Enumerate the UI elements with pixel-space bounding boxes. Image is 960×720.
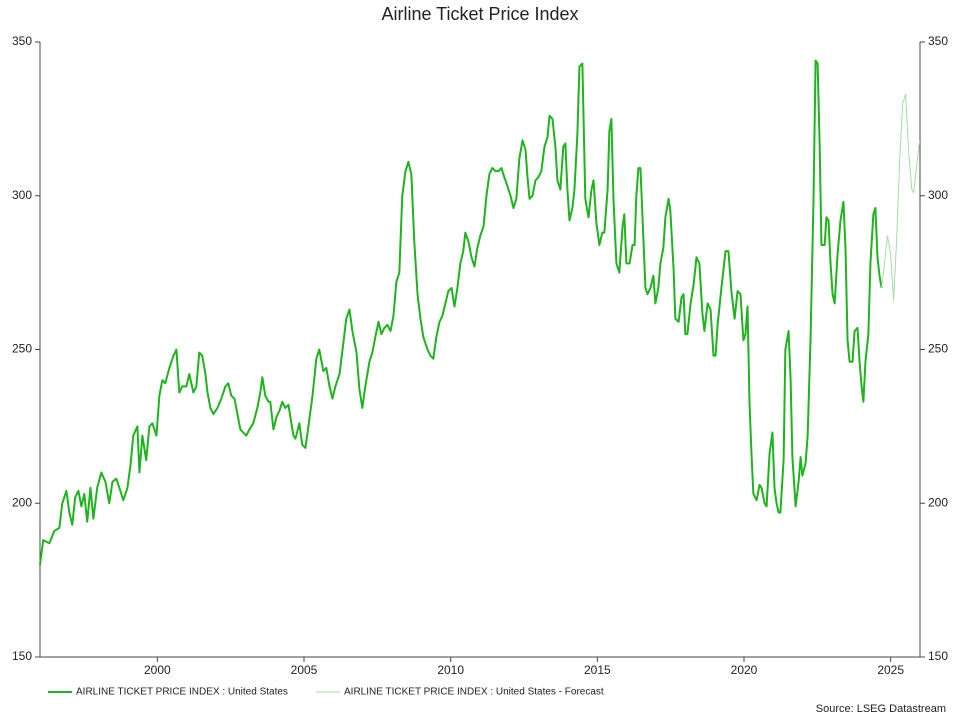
y-tick-label: 250 [12, 342, 32, 356]
y2-tick-label: 200 [928, 495, 948, 509]
y2-tick-label: 300 [928, 188, 948, 202]
y-tick-label: 200 [12, 495, 32, 509]
series-line [881, 93, 921, 301]
source: Source: LSEG Datastream [816, 703, 946, 715]
x-tick-label: 2010 [437, 663, 464, 677]
x-tick-label: 2020 [731, 663, 758, 677]
y2-tick-label: 350 [928, 34, 948, 48]
x-tick-label: 2000 [144, 663, 171, 677]
y-tick-label: 150 [12, 649, 32, 663]
legend-label: AIRLINE TICKET PRICE INDEX : United Stat… [76, 687, 288, 698]
chart-title: Airline Ticket Price Index [381, 4, 578, 24]
x-tick-label: 2005 [291, 663, 318, 677]
x-tick-label: 2025 [877, 663, 904, 677]
y2-tick-label: 150 [928, 649, 948, 663]
series-line [39, 59, 883, 565]
y-tick-label: 350 [12, 34, 32, 48]
y-tick-label: 300 [12, 188, 32, 202]
legend-label: AIRLINE TICKET PRICE INDEX : United Stat… [344, 687, 604, 698]
x-tick-label: 2015 [584, 663, 611, 677]
y2-tick-label: 250 [928, 342, 948, 356]
